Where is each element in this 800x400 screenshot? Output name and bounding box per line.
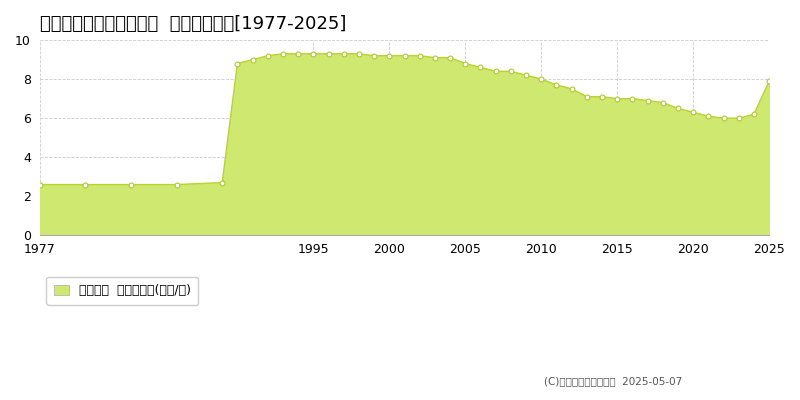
Legend: 公示地価  平均坪単価(万円/坪): 公示地価 平均坪単価(万円/坪) bbox=[46, 277, 198, 305]
Text: 中川郡幕別町札内中央町  公示地価推移[1977-2025]: 中川郡幕別町札内中央町 公示地価推移[1977-2025] bbox=[40, 15, 346, 33]
Text: (C)土地価格ドットコム  2025-05-07: (C)土地価格ドットコム 2025-05-07 bbox=[544, 376, 682, 386]
